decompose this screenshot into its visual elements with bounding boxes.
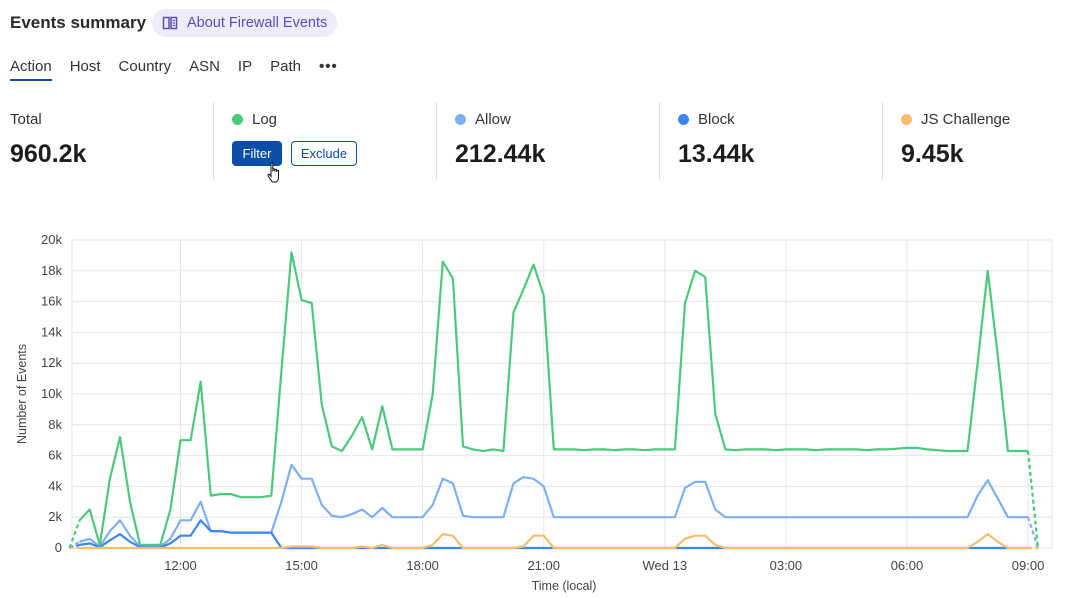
allow-series-line	[79, 463, 1028, 548]
divider	[882, 102, 883, 180]
more-tabs-button[interactable]: •••	[318, 58, 338, 75]
stat-js-challenge-label: JS Challenge	[921, 110, 1011, 128]
divider	[213, 102, 214, 180]
y-tick-label: 18k	[41, 263, 62, 278]
log-legend-dot	[232, 113, 243, 125]
stat-js-challenge: JS Challenge 9.45k	[901, 110, 1010, 169]
tab-bar: Action Host Country ASN IP Path •••	[10, 58, 356, 81]
stat-total-value: 960.2k	[10, 140, 87, 168]
y-tick-label: 14k	[41, 324, 62, 339]
tab-country[interactable]: Country	[118, 58, 172, 75]
stat-block: Block 13.44k	[678, 110, 754, 169]
block-legend-dot	[678, 113, 689, 125]
stat-block-label: Block	[698, 110, 735, 128]
js-challenge-legend-dot	[901, 113, 912, 125]
events-line-chart[interactable]: 0 2k 4k 6k 8k 10k 12k 14k 16k 18k 20k 12:00 15:00 18…	[0, 225, 1068, 598]
y-tick-label: 10k	[41, 386, 62, 401]
stat-log-label: Log	[252, 110, 278, 128]
stat-block-value: 13.44k	[678, 140, 755, 168]
x-tick-label: Wed 13	[643, 558, 688, 573]
y-tick-label: 12k	[41, 355, 62, 370]
x-axis-label: Time (local)	[532, 579, 597, 593]
stat-allow: Allow 212.44k	[455, 110, 545, 169]
tab-asn[interactable]: ASN	[189, 58, 220, 75]
exclude-button[interactable]: Exclude	[291, 141, 357, 166]
block-series-line	[79, 519, 1028, 550]
x-tick-label: 12:00	[164, 558, 197, 573]
log-series-line	[78, 251, 1028, 546]
hand-cursor-icon	[266, 161, 284, 190]
x-tick-label: 09:00	[1012, 558, 1045, 573]
y-tick-label: 16k	[41, 294, 62, 309]
x-tick-label: 18:00	[406, 558, 439, 573]
y-tick-label: 20k	[41, 232, 62, 247]
js-challenge-series-line	[79, 533, 1028, 550]
tab-action[interactable]: Action	[10, 58, 52, 81]
y-tick-label: 4k	[48, 478, 62, 493]
about-label: About Firewall Events	[187, 15, 328, 31]
x-tick-label: 15:00	[285, 558, 318, 573]
y-axis-label: Number of Events	[15, 344, 29, 444]
filter-button[interactable]: Filter	[232, 141, 282, 166]
y-axis-ticks: 0 2k 4k 6k 8k 10k 12k 14k 16k 18k 20k	[41, 232, 62, 555]
stat-allow-label: Allow	[475, 110, 511, 128]
allow-series-end-dashed	[1026, 516, 1040, 549]
log-series-start-dashed	[68, 519, 81, 549]
chart-grid	[71, 239, 1053, 549]
y-tick-label: 6k	[48, 448, 62, 463]
chart-series	[68, 251, 1040, 550]
tab-path[interactable]: Path	[270, 58, 301, 75]
log-series-end-dashed	[1026, 450, 1040, 549]
about-firewall-events-link[interactable]: About Firewall Events	[152, 9, 338, 37]
stat-log: Log	[232, 110, 277, 128]
stat-allow-value: 212.44k	[455, 140, 546, 168]
stat-js-challenge-value: 9.45k	[901, 140, 964, 168]
page-title: Events summary	[10, 13, 147, 32]
y-tick-label: 2k	[48, 509, 62, 524]
divider	[659, 102, 660, 180]
tab-ip[interactable]: IP	[237, 58, 253, 75]
book-icon	[162, 16, 178, 30]
x-tick-label: 06:00	[891, 558, 924, 573]
x-tick-label: 03:00	[770, 558, 803, 573]
allow-legend-dot	[455, 113, 466, 125]
y-tick-label: 0	[55, 540, 62, 555]
stat-total: Total 960.2k	[10, 110, 86, 169]
divider	[436, 102, 437, 180]
tab-host[interactable]: Host	[69, 58, 101, 75]
x-axis-ticks: 12:00 15:00 18:00 21:00 Wed 13 03:00 06:00 09:0…	[164, 558, 1044, 573]
y-tick-label: 8k	[48, 417, 62, 432]
stat-total-label: Total	[10, 110, 42, 128]
x-tick-label: 21:00	[527, 558, 560, 573]
